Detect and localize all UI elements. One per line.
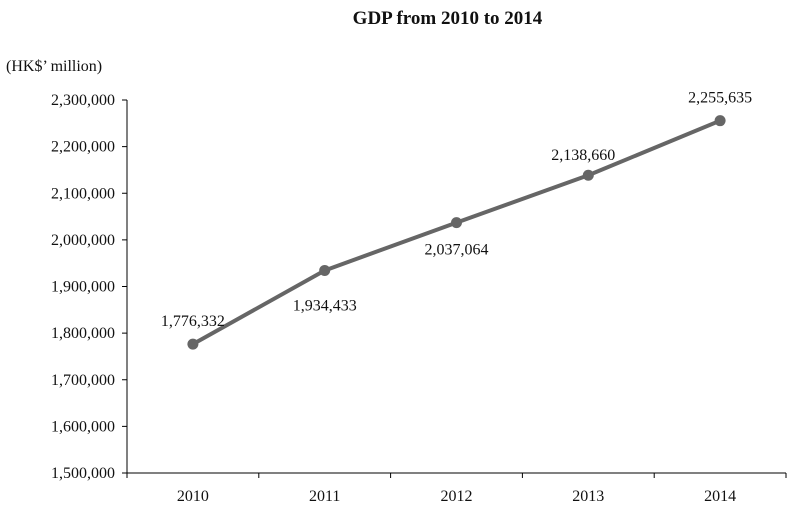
y-tick-label: 2,300,000	[51, 92, 115, 109]
y-tick-label: 1,700,000	[51, 372, 115, 389]
data-label: 2,037,064	[425, 242, 489, 259]
data-point	[187, 338, 199, 350]
data-point	[319, 264, 331, 276]
y-tick-label: 1,500,000	[51, 465, 115, 482]
x-tick-label: 2011	[309, 488, 340, 505]
data-label: 1,776,332	[161, 313, 225, 330]
data-point	[582, 169, 594, 181]
x-tick-label: 2010	[177, 488, 209, 505]
y-tick-label: 2,000,000	[51, 232, 115, 249]
y-axis-unit-label: (HK$’ million)	[6, 58, 103, 75]
y-tick-label: 1,800,000	[51, 325, 115, 342]
y-tick-label: 1,900,000	[51, 279, 115, 296]
x-tick-label: 2013	[572, 488, 604, 505]
y-tick-label: 2,200,000	[51, 139, 115, 156]
data-label: 1,934,433	[293, 297, 357, 314]
data-label: 2,255,635	[688, 90, 752, 107]
y-tick-label: 1,600,000	[51, 418, 115, 435]
y-tick-label: 2,100,000	[51, 185, 115, 202]
x-tick-label: 2012	[441, 488, 473, 505]
data-point	[451, 217, 462, 229]
data-point	[714, 115, 726, 127]
series-line	[190, 118, 723, 347]
chart-title: GDP from 2010 to 2014	[352, 8, 543, 29]
x-tick-label: 2014	[704, 488, 736, 505]
data-label: 2,138,660	[551, 147, 615, 164]
